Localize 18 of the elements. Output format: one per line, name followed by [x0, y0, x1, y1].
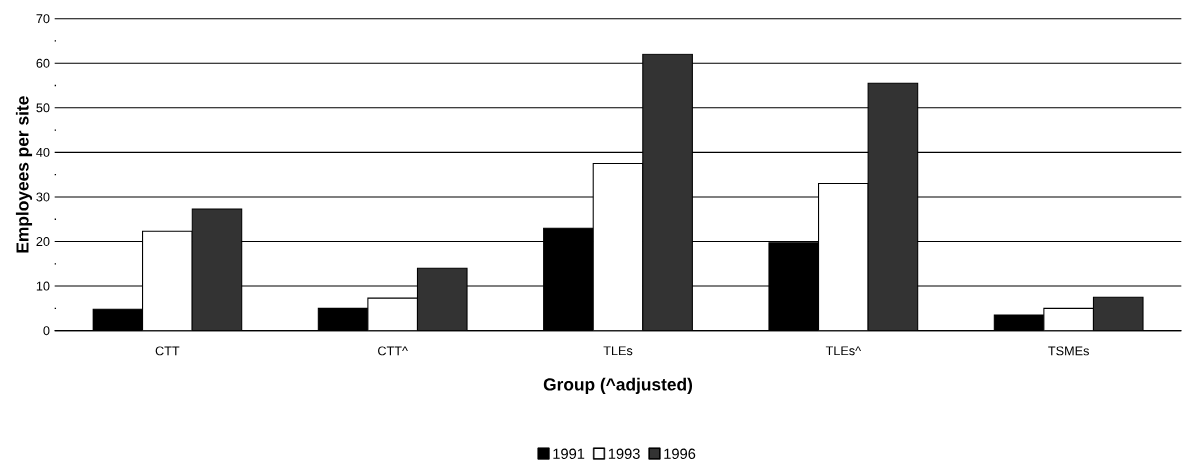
legend-label: 1993 — [608, 448, 640, 459]
y-tick-label: 70 — [36, 14, 50, 24]
y-tick-label: 0 — [43, 326, 50, 336]
y-tick-label: 30 — [36, 192, 50, 202]
legend-label: 1996 — [664, 448, 696, 459]
y-tick-label: 20 — [36, 237, 50, 246]
x-axis-title: Group (^adjusted) — [543, 377, 693, 394]
y-tick-label: 60 — [36, 58, 50, 68]
x-tick-label: CTT — [155, 346, 180, 356]
x-tick-label: TLEs^ — [825, 346, 862, 356]
legend-label: 1991 — [553, 448, 585, 459]
x-tick-label: TSMEs — [1048, 346, 1089, 356]
y-tick-label: 50 — [36, 103, 50, 113]
x-tick-label: TLEs — [603, 346, 633, 356]
y-tick-label: 10 — [36, 281, 50, 291]
x-tick-label: CTT^ — [378, 346, 408, 356]
y-tick-label: 40 — [36, 147, 50, 157]
y-axis-title: Employees per site — [15, 96, 33, 253]
